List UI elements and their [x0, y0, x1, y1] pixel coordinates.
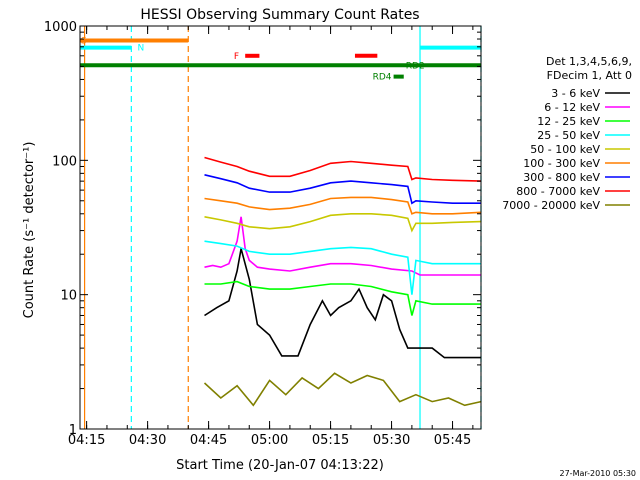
x-tick-label-3: 05:00 — [251, 433, 288, 448]
legend-entry-label-3: 25 - 50 keV — [537, 129, 600, 142]
flag-label-s: S — [81, 36, 87, 46]
x-axis-label: Start Time (20-Jan-07 04:13:22) — [176, 458, 384, 473]
y-axis-label: Count Rate (s⁻¹ detector⁻¹) — [22, 142, 37, 319]
legend-header-0: Det 1,3,4,5,6,9, — [546, 55, 632, 68]
legend-entry-label-6: 300 - 800 keV — [523, 171, 600, 184]
plot-frame — [79, 25, 482, 430]
legend-entry-label-4: 50 - 100 keV — [530, 143, 600, 156]
series-line-3 — [204, 240, 481, 295]
legend-entry-label-7: 800 - 7000 keV — [516, 185, 600, 198]
legend-entry-label-1: 6 - 12 keV — [544, 101, 600, 114]
flag-label-f: F — [234, 52, 239, 62]
plot-area: S N F RD2 RD4 — [80, 26, 482, 429]
y-tick-label-2: 100 — [52, 154, 77, 169]
footer-timestamp: 27-Mar-2010 05:30 — [560, 469, 637, 478]
series-line-0 — [204, 248, 481, 359]
series-line-8 — [203, 372, 482, 407]
chart-title: HESSI Observing Summary Count Rates — [140, 7, 419, 23]
flag-label-rd2: RD2 — [406, 61, 425, 71]
y-tick-label-3: 1000 — [44, 20, 77, 35]
series-line-1 — [204, 216, 481, 276]
x-tick-label-2: 04:45 — [190, 433, 227, 448]
series-line-4 — [204, 213, 482, 233]
x-tick-label-5: 05:30 — [373, 433, 410, 448]
y-axis: 1 10 100 1000 — [44, 20, 481, 438]
legend-entry-label-8: 7000 - 20000 keV — [502, 199, 600, 212]
x-axis: 04:15 04:30 04:45 05:00 05:15 05:30 05:45 — [68, 26, 474, 448]
legend: Det 1,3,4,5,6,9,FDecim 1, Att 0 3 - 6 keV… — [502, 55, 632, 212]
legend-header-1: FDecim 1, Att 0 — [547, 69, 632, 82]
series-line-5 — [204, 196, 482, 215]
y-tick-label-1: 10 — [60, 289, 77, 304]
flag-label-n: N — [137, 44, 144, 54]
series-line-2 — [204, 280, 481, 316]
x-tick-label-0: 04:15 — [68, 433, 105, 448]
x-tick-label-6: 05:45 — [434, 433, 471, 448]
legend-entry-label-5: 100 - 300 keV — [523, 157, 600, 170]
series-line-7 — [204, 156, 482, 182]
legend-entry-label-2: 12 - 25 keV — [537, 115, 600, 128]
series-line-6 — [204, 174, 481, 205]
legend-entry-label-0: 3 - 6 keV — [551, 87, 600, 100]
x-tick-label-4: 05:15 — [312, 433, 349, 448]
y-tick-label-0: 1 — [69, 423, 77, 438]
x-tick-label-1: 04:30 — [129, 433, 166, 448]
flag-label-rd4: RD4 — [373, 73, 392, 83]
